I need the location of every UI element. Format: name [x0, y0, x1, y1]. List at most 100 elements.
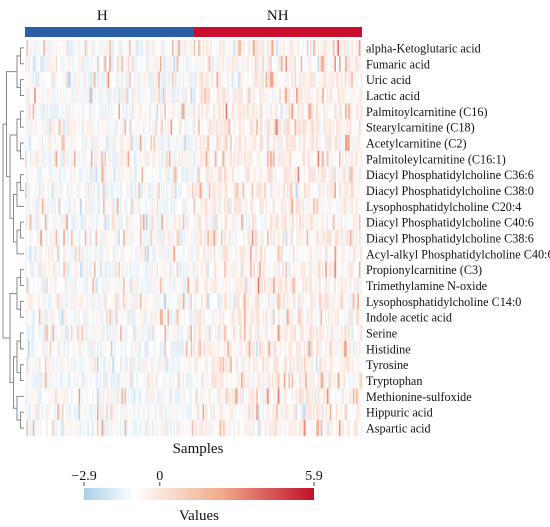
heatmap-cell	[196, 55, 199, 72]
heatmap-cell	[87, 135, 90, 152]
heatmap-cell	[155, 293, 158, 310]
heatmap-cell	[113, 340, 116, 358]
heatmap-cell	[61, 150, 64, 168]
heatmap-cell	[184, 245, 187, 263]
heatmap-cell	[302, 340, 305, 358]
heatmap-cell	[334, 245, 337, 263]
heatmap-cell	[75, 214, 78, 231]
heatmap-cell	[240, 214, 243, 231]
heatmap-cell	[300, 198, 303, 215]
heatmap-cell	[51, 245, 53, 263]
heatmap-cell	[340, 119, 343, 136]
heatmap-cell	[306, 309, 309, 326]
heatmap-cell	[130, 325, 133, 342]
heatmap-cell	[129, 87, 132, 104]
heatmap-cell	[355, 245, 358, 263]
heatmap-cell	[43, 198, 46, 215]
heatmap-cell	[193, 261, 196, 278]
heatmap-cell	[265, 198, 268, 215]
heatmap-cell	[328, 150, 331, 168]
heatmap-cell	[118, 230, 121, 247]
heatmap-cell	[100, 356, 102, 373]
heatmap-cell	[64, 356, 67, 373]
heatmap-cell	[139, 309, 142, 326]
heatmap-cell	[80, 182, 83, 199]
heatmap-cell	[259, 87, 262, 104]
heatmap-cell	[93, 309, 96, 326]
heatmap-cell	[187, 261, 190, 278]
heatmap-cell	[126, 372, 128, 389]
heatmap-cell	[130, 340, 133, 358]
heatmap-cell	[228, 230, 231, 247]
heatmap-cell	[305, 87, 308, 104]
heatmap-cell	[37, 356, 40, 373]
heatmap-cell	[172, 277, 174, 294]
heatmap-cell	[132, 230, 135, 247]
heatmap-cell	[214, 261, 217, 278]
heatmap-cell	[326, 40, 329, 57]
heatmap-cell	[236, 166, 239, 183]
heatmap-cell	[123, 55, 125, 72]
heatmap-cell	[101, 388, 104, 405]
heatmap-cell	[346, 150, 349, 168]
heatmap-cell	[294, 214, 297, 231]
heatmap-cell	[303, 340, 306, 358]
heatmap-cell	[222, 198, 225, 215]
heatmap-cell	[110, 277, 113, 294]
heatmap-cell	[37, 230, 40, 247]
heatmap-cell	[81, 356, 84, 373]
heatmap-cell	[92, 150, 95, 168]
heatmap-cell	[224, 230, 227, 247]
heatmap-cell	[357, 119, 360, 136]
heatmap-cell	[95, 325, 98, 342]
heatmap-cell	[282, 230, 285, 247]
heatmap-cell	[173, 55, 176, 72]
heatmap-cell	[159, 245, 162, 263]
heatmap-cell	[150, 150, 153, 168]
heatmap-cell	[26, 340, 29, 358]
heatmap-cell	[268, 356, 271, 373]
heatmap-cell	[360, 277, 363, 294]
heatmap-cell	[190, 372, 193, 389]
heatmap-cell	[213, 182, 216, 199]
heatmap-cell	[170, 372, 173, 389]
heatmap-cell	[147, 166, 150, 183]
heatmap-cell	[290, 119, 292, 136]
heatmap-cell	[176, 150, 179, 168]
heatmap-cell	[95, 103, 98, 120]
heatmap-cell	[72, 340, 75, 358]
heatmap-cell	[198, 245, 200, 263]
heatmap-cell	[216, 340, 219, 358]
heatmap-cell	[184, 119, 187, 136]
heatmap-cell	[343, 135, 346, 152]
heatmap-cell	[54, 198, 56, 215]
heatmap-cell	[198, 230, 200, 247]
heatmap-cell	[29, 388, 32, 405]
heatmap-cell	[222, 150, 225, 168]
heatmap-cell	[181, 103, 184, 120]
heatmap-cell	[196, 277, 199, 294]
heatmap-cell	[345, 87, 348, 104]
heatmap-cell	[251, 372, 254, 389]
heatmap-cell	[302, 214, 305, 231]
heatmap-cell	[236, 372, 239, 389]
heatmap-cell	[276, 340, 279, 358]
heatmap-cell	[360, 119, 363, 136]
heatmap-cell	[193, 40, 196, 57]
heatmap-cell	[158, 135, 161, 152]
heatmap-cell	[283, 261, 286, 278]
heatmap-cell	[55, 71, 58, 88]
heatmap-cell	[340, 71, 343, 88]
heatmap-cell	[316, 198, 318, 215]
heatmap-cell	[195, 71, 197, 88]
heatmap-cell	[236, 198, 239, 215]
heatmap-cell	[168, 214, 171, 231]
heatmap-cell	[127, 40, 130, 57]
heatmap-cell	[129, 356, 132, 373]
heatmap-cell	[190, 340, 193, 358]
heatmap-cell	[32, 277, 35, 294]
heatmap-cell	[268, 182, 271, 199]
heatmap-cell	[196, 261, 199, 278]
heatmap-cell	[325, 245, 328, 263]
heatmap-cell	[72, 166, 75, 183]
